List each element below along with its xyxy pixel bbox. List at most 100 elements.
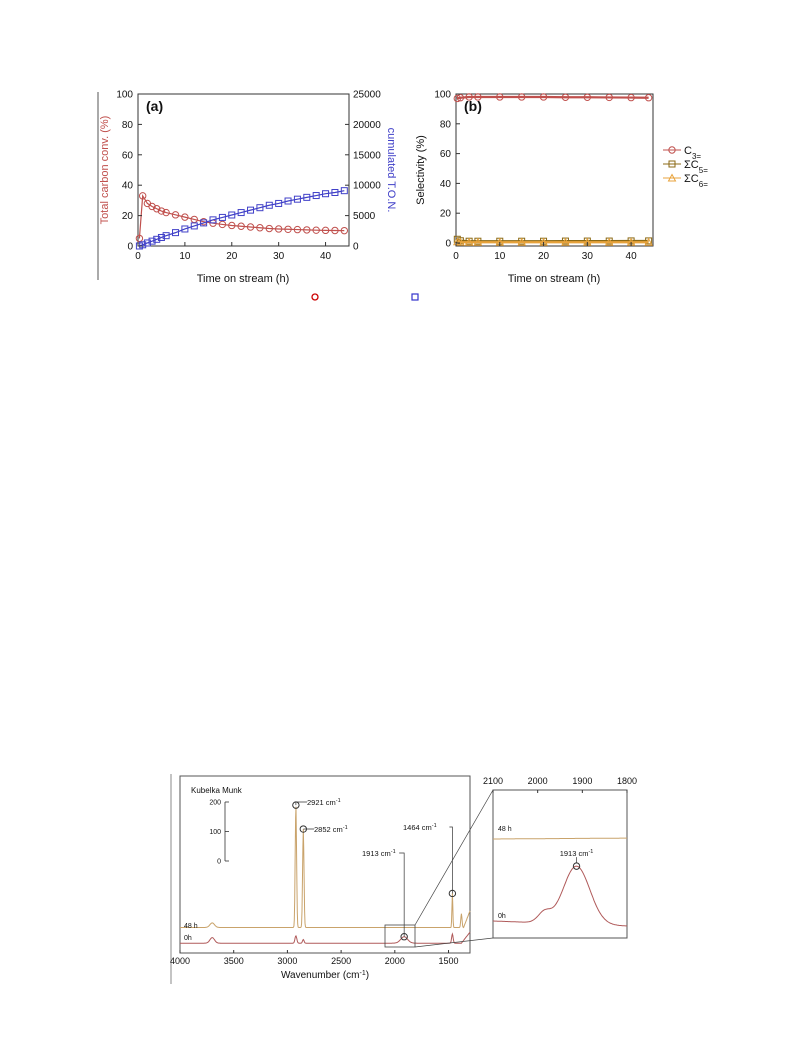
ir-annotation-label: 1464 cm-1 bbox=[403, 823, 437, 832]
series-1-point bbox=[162, 232, 170, 240]
series-2-point bbox=[561, 237, 570, 246]
inset-series-1-line bbox=[493, 865, 628, 927]
ir-inset-plot: 48 h 0h 1913 cm-1 bbox=[493, 826, 628, 927]
legend-label: ΣC6= bbox=[684, 173, 708, 189]
series-0-point bbox=[246, 223, 255, 231]
series-0-point bbox=[539, 93, 548, 101]
series-0-point bbox=[474, 93, 482, 101]
series-1-point bbox=[157, 233, 165, 241]
series-1-point bbox=[247, 206, 255, 214]
ir-scale-bar: 200 100 0 bbox=[209, 800, 229, 866]
series-0-point bbox=[293, 225, 302, 234]
y-tick-label: 0 bbox=[445, 239, 451, 250]
ir-main-plot: 48 h 0h 2921 cm-1 2852 cm-1 1913 cm-1 1464 cm… bbox=[180, 798, 471, 944]
series-0-point bbox=[496, 93, 504, 101]
series-0-point bbox=[274, 225, 283, 233]
panel-b-xlabel: Time on stream (h) bbox=[508, 273, 601, 285]
series-0-point bbox=[153, 205, 161, 213]
inset-series-0-line bbox=[493, 837, 627, 840]
y2-tick-label: 25000 bbox=[353, 90, 381, 101]
zoom-box bbox=[384, 924, 416, 948]
series-0-line bbox=[138, 193, 345, 239]
series-0-point bbox=[453, 94, 462, 103]
series-1-point bbox=[153, 235, 161, 243]
y-tick-label: 20 bbox=[122, 211, 134, 222]
ir-annotation-label: 1913 cm-1 bbox=[362, 849, 396, 858]
series-1-point bbox=[237, 209, 245, 217]
y2-tick-label: 10000 bbox=[353, 181, 381, 192]
series-0-point bbox=[162, 208, 170, 217]
series-2-point bbox=[456, 237, 465, 246]
inset-annotation-label: 1913 cm-1 bbox=[560, 849, 594, 858]
y2-tick-label: 15000 bbox=[353, 150, 381, 161]
series-0-point bbox=[138, 192, 147, 200]
series-0-point bbox=[517, 93, 526, 101]
series-2-point bbox=[473, 237, 483, 246]
series-0-point bbox=[181, 213, 189, 221]
figure-ir: Kubelka Munk 200 100 0 48 h 0h 2921 cm-1 2852… bbox=[170, 774, 637, 984]
y2-tick-label: 20000 bbox=[353, 120, 381, 131]
series-0-point bbox=[561, 93, 570, 101]
panel-b-label: (b) bbox=[464, 98, 482, 114]
series-1-line bbox=[456, 238, 649, 243]
series-2-point bbox=[464, 237, 474, 246]
ir-main-ticks: 4000 3500 3000 2500 2000 1500 bbox=[170, 950, 459, 966]
ir-x-tick-label: 3500 bbox=[224, 956, 244, 966]
series-0-point bbox=[256, 224, 264, 232]
panel-a-marks bbox=[135, 187, 349, 250]
series-1-point bbox=[275, 199, 283, 207]
legend-marker bbox=[667, 173, 677, 182]
series-1-point bbox=[200, 219, 208, 227]
panel-b-ticks: 0 10 20 30 40 0 20 40 60 80 100 bbox=[434, 90, 637, 263]
series-0-point bbox=[331, 226, 339, 235]
panel-a-ylabel: Total carbon conv. (%) bbox=[99, 116, 111, 225]
series-1-point bbox=[139, 241, 147, 249]
series-1-point bbox=[312, 192, 320, 200]
legend-marker bbox=[668, 146, 676, 154]
series-1-point bbox=[284, 197, 292, 205]
series-1-point bbox=[331, 188, 339, 196]
panel-a-ticks: 0 10 20 30 40 0 20 40 60 80 100 0 5000 10000 15000 2000… bbox=[116, 90, 381, 263]
legend-label: ΣC5= bbox=[684, 159, 708, 175]
zoom-connector-bottom bbox=[414, 937, 494, 948]
ir-x-tick-label: 1500 bbox=[439, 956, 459, 966]
panel-a-frame bbox=[137, 93, 350, 247]
series-0-point bbox=[465, 93, 473, 101]
series-1-point bbox=[148, 237, 156, 245]
ir-inset-frame bbox=[492, 789, 628, 939]
inset-x-tick-label: 1900 bbox=[572, 776, 592, 786]
x-tick-label: 30 bbox=[273, 251, 285, 262]
zoom-connector-top bbox=[414, 789, 494, 926]
series-0-point bbox=[340, 226, 349, 235]
panel-b: 0 10 20 30 40 0 20 40 60 80 100 (b) Time on stream… bbox=[415, 90, 708, 286]
x-tick-label: 10 bbox=[494, 251, 506, 262]
series-1-line bbox=[139, 190, 345, 247]
x-tick-label: 0 bbox=[453, 251, 459, 262]
series-2-point bbox=[604, 237, 614, 246]
ir-xlabel: Wavenumber (cm-1) bbox=[281, 970, 369, 982]
x-tick-label: 40 bbox=[626, 251, 638, 262]
ir-annotation-label: 2852 cm-1 bbox=[314, 825, 348, 834]
series-0-point bbox=[237, 222, 245, 230]
ir-x-tick-label: 4000 bbox=[170, 956, 190, 966]
series-0-point bbox=[644, 94, 653, 102]
x-tick-label: 20 bbox=[226, 251, 238, 262]
y-tick-label: 20 bbox=[440, 209, 452, 220]
series-1-point bbox=[340, 187, 348, 195]
series-0-point bbox=[312, 226, 320, 234]
y-tick-label: 80 bbox=[440, 119, 452, 130]
x-tick-label: 10 bbox=[179, 251, 191, 262]
series-1-point bbox=[209, 216, 217, 224]
y-tick-label: 60 bbox=[122, 150, 134, 161]
inset-series-label: 0h bbox=[498, 913, 506, 920]
series-1-point bbox=[228, 211, 236, 219]
series-2-point bbox=[517, 237, 527, 246]
series-0-point bbox=[157, 207, 166, 215]
series-0-point bbox=[605, 93, 613, 102]
panel-b-ylabel: Selectivity (%) bbox=[415, 135, 427, 205]
panel-a-y2label: cumulated T.O.N. bbox=[385, 128, 397, 213]
y2-tick-label: 5000 bbox=[353, 211, 376, 222]
y-tick-label: 100 bbox=[116, 90, 133, 101]
series-1-point bbox=[293, 195, 301, 203]
series-1-point bbox=[303, 193, 311, 201]
